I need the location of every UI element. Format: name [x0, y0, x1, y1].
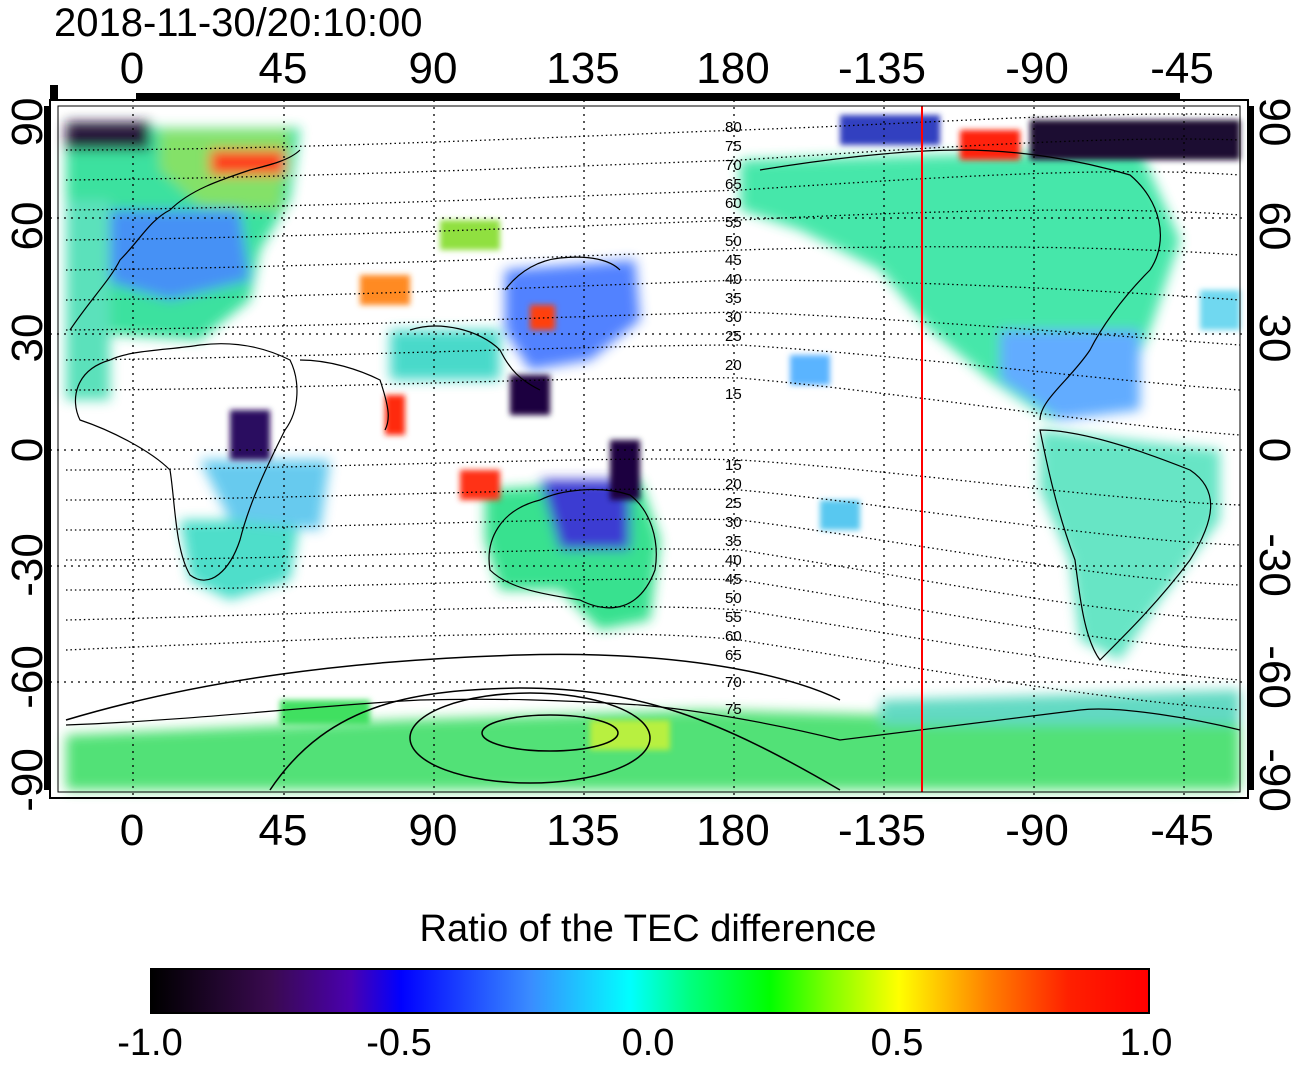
- right-axis-bar: [1248, 106, 1254, 790]
- top-lon-tick: -90: [1005, 44, 1069, 93]
- tec-region-antarctic-peninsula: [880, 690, 1240, 725]
- tec-patch: [460, 470, 500, 500]
- tec-patch: [360, 275, 410, 305]
- map-inner-frame: [57, 105, 1241, 793]
- gridlines: [50, 100, 1248, 798]
- mlat-label: 75: [725, 701, 742, 718]
- tec-patch: [440, 220, 500, 250]
- tec-region-negative-arctic: [66, 122, 150, 150]
- tec-patch: [960, 130, 1020, 160]
- magnetic-latitude-contours: [65, 113, 1241, 711]
- colorbar-tick-label: -1.0: [117, 1022, 183, 1064]
- left-axis-bar: [44, 106, 50, 790]
- mlat-label: 60: [725, 628, 742, 645]
- colorbar-tick-label: -0.5: [366, 1022, 432, 1064]
- tec-patch: [1030, 120, 1240, 160]
- mlat-labels-south: 15 20 25 30 35 40 45 50 55 60 65 70 75: [725, 457, 742, 718]
- top-lon-tick: 180: [696, 44, 770, 93]
- mlat-labels-north: 80 75 70 65 60 55 50 45 40 35 30 25 20 15: [725, 119, 742, 403]
- axis-corner: [50, 85, 58, 99]
- southern-pole-contours: [65, 653, 841, 791]
- mlat-label: 35: [725, 290, 742, 307]
- top-lon-tick: 135: [546, 44, 620, 93]
- tec-region-south-america: [1040, 430, 1220, 660]
- tec-patch: [790, 355, 830, 385]
- tec-region-east-africa: [200, 460, 330, 530]
- mlat-label: 20: [725, 357, 742, 374]
- top-axis-bar: [136, 93, 1180, 99]
- mlat-label: 50: [725, 590, 742, 607]
- mlat-label: 65: [725, 647, 742, 664]
- colorbar-title: Ratio of the TEC difference: [419, 908, 877, 950]
- tec-map: 80 75 70 65 60 55 50 45 40 35 30 25 20 15 15 20 25 30 35 4…: [44, 85, 1254, 799]
- colorbar-tick-label: 1.0: [1119, 1022, 1173, 1064]
- mlat-label: 75: [725, 138, 742, 155]
- mlat-label: 40: [725, 552, 742, 569]
- mlat-label: 55: [725, 214, 742, 231]
- tec-patch: [230, 410, 270, 460]
- bottom-lon-tick: 0: [119, 806, 145, 855]
- tec-patch: [1200, 290, 1240, 330]
- tec-patch: [510, 375, 550, 415]
- mlat-label: 15: [725, 386, 742, 403]
- mlat-label: 25: [725, 328, 742, 345]
- mlat-label: 80: [725, 119, 742, 136]
- bottom-lon-tick: -135: [837, 806, 927, 855]
- top-lon-tick: -135: [837, 44, 927, 93]
- mlat-label: 45: [725, 571, 742, 588]
- tec-region-south-africa: [180, 520, 300, 600]
- tec-region-south-asia: [390, 330, 500, 380]
- mlat-label: 70: [725, 674, 742, 691]
- top-lon-tick: 90: [408, 44, 458, 93]
- mlat-label: 40: [725, 271, 742, 288]
- tec-patch: [590, 720, 670, 750]
- colorbar-tick-label: 0.5: [870, 1022, 924, 1064]
- mlat-label: 20: [725, 476, 742, 493]
- mlat-label: 30: [725, 514, 742, 531]
- tec-region-central-europe: [100, 210, 250, 300]
- bottom-lon-tick: 90: [408, 806, 458, 855]
- bottom-lon-tick: 135: [546, 806, 620, 855]
- mlat-label: 60: [725, 195, 742, 212]
- top-lon-tick: 0: [119, 44, 145, 93]
- bottom-lon-tick: 45: [258, 806, 308, 855]
- mlat-label: 35: [725, 533, 742, 550]
- mlat-label: 70: [725, 157, 742, 174]
- mlat-label: 65: [725, 176, 742, 193]
- mlat-label: 45: [725, 252, 742, 269]
- tec-patch: [820, 500, 860, 530]
- top-lon-tick: -45: [1150, 44, 1214, 93]
- bottom-lon-tick: 180: [696, 806, 770, 855]
- tec-region-positive-north: [210, 150, 285, 175]
- tec-patch: [840, 115, 940, 145]
- mlat-label: 50: [725, 233, 742, 250]
- mlat-label: 15: [725, 457, 742, 474]
- coastlines: [65, 149, 1241, 741]
- top-lon-tick: 45: [258, 44, 308, 93]
- mlat-label: 25: [725, 495, 742, 512]
- mlat-label: 30: [725, 309, 742, 326]
- tec-patch: [530, 305, 555, 330]
- mlat-label: 55: [725, 609, 742, 626]
- bottom-lon-tick: -90: [1005, 806, 1069, 855]
- bottom-lon-tick: -45: [1150, 806, 1214, 855]
- colorbar: [150, 968, 1150, 1014]
- colorbar-tick-label: 0.0: [621, 1022, 675, 1064]
- tec-region-atlantic-edge: [66, 200, 110, 400]
- tec-patch: [385, 395, 405, 435]
- page-title: 2018-11-30/20:10:00: [54, 1, 423, 45]
- tec-region-north-australia: [540, 480, 630, 550]
